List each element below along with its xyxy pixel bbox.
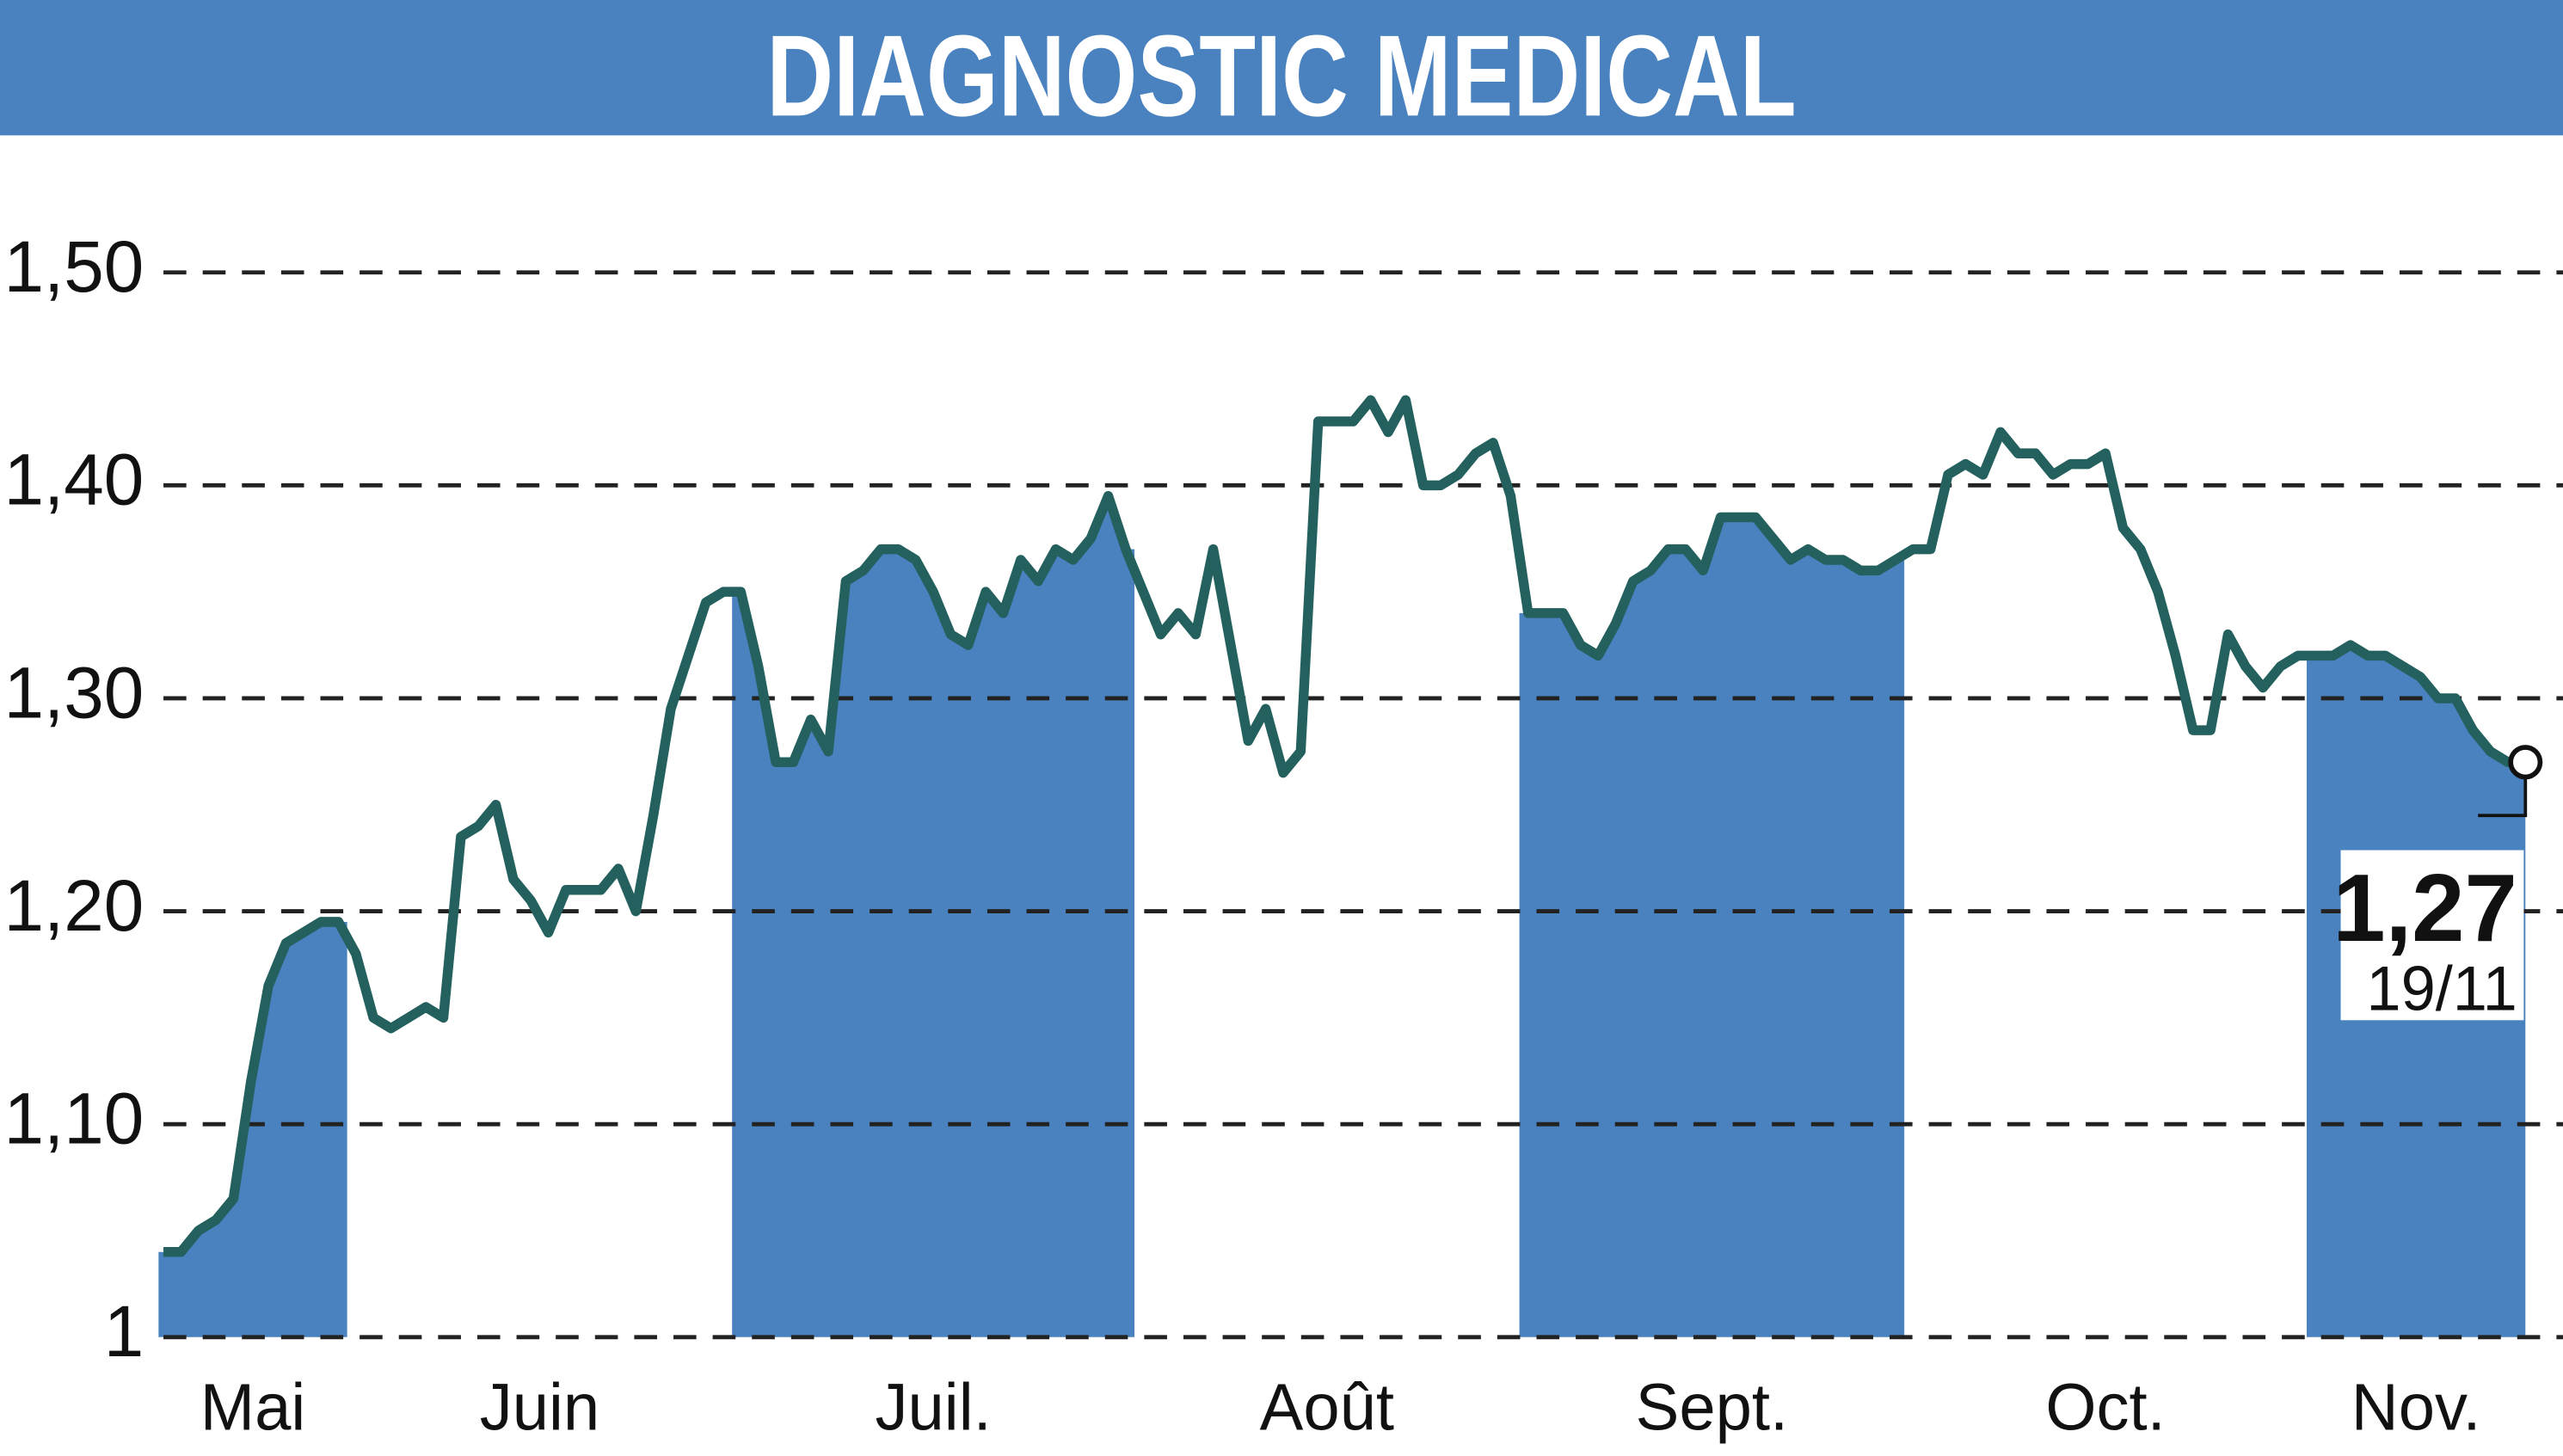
x-tick-label: Oct.	[2045, 1371, 2165, 1444]
last-pointer	[2478, 762, 2528, 818]
chart-title: DIAGNOSTIC MEDICAL	[766, 12, 1796, 141]
last-value-label: 1,27	[2333, 856, 2517, 962]
areas	[158, 495, 2526, 1337]
x-tick-label: Sept.	[1636, 1371, 1788, 1444]
month-area	[1519, 517, 1905, 1337]
y-tick-label: 1,30	[3, 652, 144, 733]
x-tick-label: Mai	[200, 1371, 305, 1444]
y-tick-label: 1,40	[3, 439, 144, 519]
last-marker	[2508, 745, 2543, 780]
grid: 1 1,10 1,20 1,30 1,40 1,50	[3, 226, 2563, 1372]
y-tick-label: 1,20	[3, 865, 144, 946]
x-tick-label: Nov.	[2351, 1371, 2481, 1444]
x-tick-label: Juil.	[876, 1371, 992, 1444]
title-bar	[0, 0, 2563, 136]
y-tick-label: 1,10	[3, 1078, 144, 1158]
month-area	[732, 495, 1135, 1337]
y-tick-label: 1,50	[3, 226, 144, 307]
x-tick-label: Août	[1260, 1371, 1394, 1444]
price-line	[163, 395, 2526, 1257]
last-box	[2340, 850, 2524, 1021]
x-tick-label: Juin	[480, 1371, 599, 1444]
y-tick-label: 1	[104, 1291, 144, 1372]
month-area	[158, 921, 347, 1337]
last-date-label: 19/11	[2366, 954, 2517, 1023]
